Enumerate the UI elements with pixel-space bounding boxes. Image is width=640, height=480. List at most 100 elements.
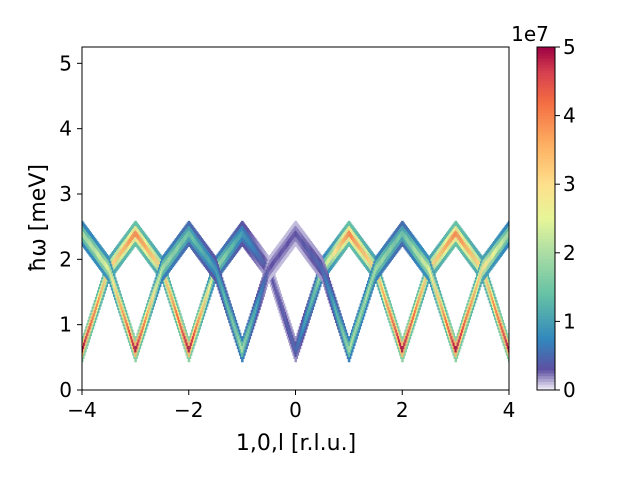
colorbar-segment	[537, 349, 555, 354]
heat-cell	[250, 242, 253, 249]
heat-cell	[410, 242, 413, 249]
heat-cell	[503, 236, 506, 243]
heat-cell	[335, 247, 337, 255]
heat-cell	[249, 323, 252, 330]
heat-cell	[136, 232, 138, 239]
heat-cell	[289, 237, 291, 245]
heat-cell	[439, 300, 442, 307]
heat-cell	[283, 313, 286, 320]
colorbar-segment	[537, 352, 555, 357]
heat-cell	[154, 287, 157, 294]
heat-cell	[201, 306, 204, 314]
colorbar-segment	[537, 275, 555, 280]
heat-cell	[361, 306, 364, 314]
heat-cell	[347, 230, 350, 238]
heat-cell	[410, 319, 413, 327]
heat-cell	[442, 246, 445, 253]
heat-cell	[342, 329, 344, 337]
heat-cell	[476, 259, 479, 266]
heat-cell	[315, 283, 318, 291]
heat-cell	[296, 232, 299, 239]
colorbar-tick-label: 0	[563, 378, 576, 402]
heat-cell	[453, 342, 455, 350]
heat-cell	[154, 256, 157, 264]
heat-cell	[122, 309, 125, 317]
colorbar-segment	[537, 78, 555, 82]
heat-cell	[132, 233, 134, 241]
heat-cell	[465, 243, 467, 251]
heat-cell	[415, 306, 417, 314]
colorbar-segment	[537, 238, 555, 242]
heat-cell	[221, 287, 224, 294]
heat-cell	[504, 336, 507, 343]
heat-cell	[400, 342, 402, 350]
colorbar-segment	[537, 267, 555, 271]
heat-cell	[114, 283, 116, 291]
heat-cell	[494, 249, 496, 256]
heat-cell	[321, 265, 323, 272]
heat-cell	[296, 342, 299, 350]
heat-cell	[247, 237, 249, 245]
colorbar-segment	[537, 218, 555, 222]
heat-cell	[301, 239, 304, 246]
heat-cell	[304, 319, 306, 327]
heat-cell	[353, 236, 355, 243]
heat-cell	[437, 253, 439, 261]
y-tick-label: 1	[59, 313, 72, 337]
colorbar-segment	[537, 178, 555, 182]
heat-cell	[85, 234, 87, 242]
heat-cell	[218, 260, 221, 268]
heat-cell	[175, 246, 178, 253]
heat-cell	[356, 323, 358, 330]
heat-cell	[459, 332, 462, 340]
heat-cell	[273, 259, 275, 266]
heat-cell	[172, 300, 175, 307]
heat-cell	[84, 339, 86, 346]
heat-cell	[247, 329, 249, 337]
heat-cell	[104, 260, 106, 268]
heat-cell	[128, 237, 131, 245]
heat-cell	[295, 230, 297, 238]
heat-cell	[92, 245, 95, 252]
heat-cell	[88, 239, 90, 246]
heat-cell	[180, 323, 182, 330]
colorbar-segment	[537, 149, 555, 154]
heat-cell	[313, 290, 316, 297]
heat-cell	[480, 270, 482, 278]
heat-cell	[397, 336, 400, 343]
heat-cell	[186, 232, 189, 239]
colorbar-segment	[537, 289, 555, 294]
heat-cell	[290, 332, 292, 340]
heat-cell	[95, 303, 98, 310]
heat-cell	[170, 253, 173, 261]
heat-cell	[501, 326, 503, 333]
heat-cell	[295, 345, 297, 353]
heat-cell	[184, 336, 186, 343]
x-tick-label: −2	[174, 398, 203, 422]
colorbar-segment	[537, 369, 555, 374]
heat-cell	[507, 230, 509, 238]
heat-cell	[412, 245, 415, 252]
heat-cell	[150, 250, 152, 258]
heat-cell	[204, 252, 207, 259]
heat-cell	[339, 242, 341, 249]
colorbar-segment	[537, 49, 555, 54]
heat-cell	[125, 242, 128, 249]
heat-cell	[262, 283, 264, 291]
heat-cell	[125, 319, 128, 327]
colorbar-segment	[537, 375, 555, 380]
heat-cell	[490, 293, 493, 301]
heat-cell	[384, 253, 386, 261]
heat-cell	[82, 345, 84, 353]
heat-cell	[285, 242, 288, 249]
heat-cell	[507, 345, 509, 353]
heat-cell	[383, 290, 385, 297]
colorbar-segment	[537, 138, 555, 142]
heat-cell	[381, 287, 384, 294]
heat-cell	[261, 256, 263, 264]
heat-cell	[178, 243, 180, 251]
heat-cell	[135, 345, 137, 353]
heat-cell	[122, 246, 125, 253]
y-tick-label: 0	[59, 378, 72, 402]
heat-cell	[246, 236, 248, 243]
